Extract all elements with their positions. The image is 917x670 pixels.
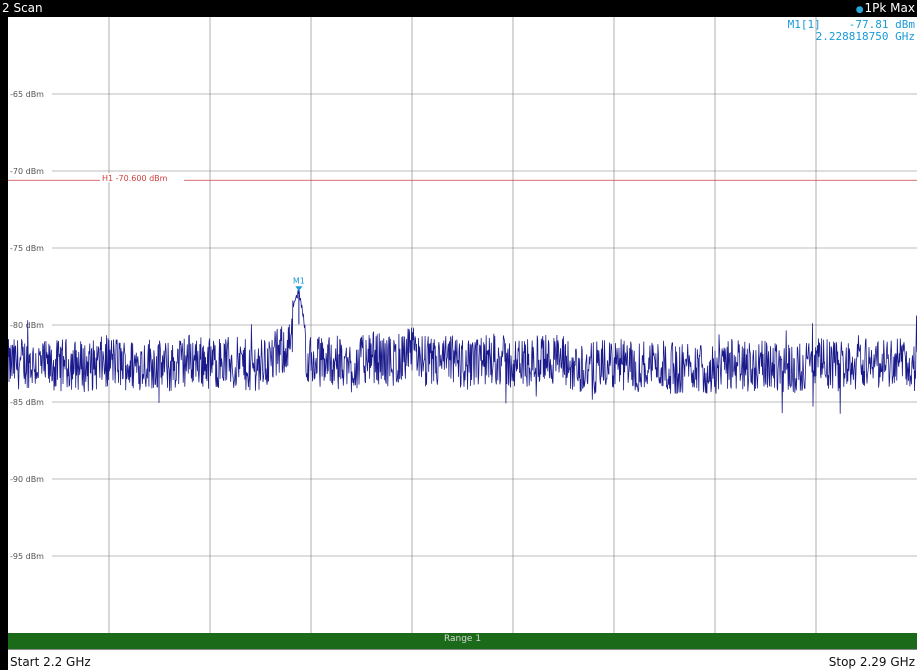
trace-group: [8, 286, 917, 414]
stop-frequency: Stop 2.29 GHz: [828, 655, 915, 669]
marker-level: -77.81 dBm: [848, 18, 915, 31]
y-tick-label: -80 dBm: [10, 321, 44, 330]
tick-label-background: [8, 551, 52, 561]
y-tick-label: -95 dBm: [10, 552, 44, 561]
y-tick-label: -75 dBm: [10, 244, 44, 253]
tick-label-background: [8, 320, 52, 330]
trace-line: [8, 286, 917, 414]
tick-label-background: [8, 397, 52, 407]
tick-label-background: [8, 89, 52, 99]
spectrum-plot[interactable]: -65 dBm -70 dBm -75 dBm -80 dBm -85 dBm -90 d…: [8, 17, 917, 633]
limit-line-group: H1 -70.600 dBm: [8, 173, 917, 183]
y-tick-label: -70 dBm: [10, 167, 44, 176]
window-title: 2 Scan: [2, 1, 43, 15]
grid: [8, 17, 917, 633]
left-border: [0, 17, 8, 670]
marker-readout: M1[1] -77.81 dBm 2.228818750 GHz: [788, 19, 915, 43]
tick-label-background: [8, 166, 52, 176]
trace-info: ●1Pk Max: [856, 1, 915, 18]
y-tick-label: -85 dBm: [10, 398, 44, 407]
limit-label-background: [100, 173, 184, 183]
limit-line-label: H1 -70.600 dBm: [102, 174, 168, 183]
y-axis-ticks: -65 dBm -70 dBm -75 dBm -80 dBm -85 dBm -90 d…: [8, 89, 52, 561]
marker-label: M1: [293, 276, 305, 285]
tick-label-background: [8, 474, 52, 484]
marker-id: M1[1]: [787, 18, 821, 31]
y-tick-label: -90 dBm: [10, 475, 44, 484]
y-tick-label: -65 dBm: [10, 90, 44, 99]
range-label: Range 1: [443, 634, 482, 644]
marker-triangle-icon[interactable]: [295, 286, 303, 292]
marker-frequency: 2.228818750 GHz: [815, 30, 915, 43]
start-frequency: Start 2.2 GHz: [10, 655, 91, 669]
trace-indicator-icon: ●: [855, 5, 864, 15]
window-title-bar: 2 Scan ●1Pk Max: [0, 0, 917, 17]
tick-label-background: [8, 243, 52, 253]
trace-detector-label: 1Pk Max: [864, 1, 915, 15]
range-bar: Range 1: [8, 633, 917, 649]
frequency-footer: Start 2.2 GHz Stop 2.29 GHz: [8, 649, 917, 670]
spectrum-chart[interactable]: -65 dBm -70 dBm -75 dBm -80 dBm -85 dBm -90 d…: [8, 17, 917, 633]
marker-group[interactable]: M1: [293, 276, 305, 325]
